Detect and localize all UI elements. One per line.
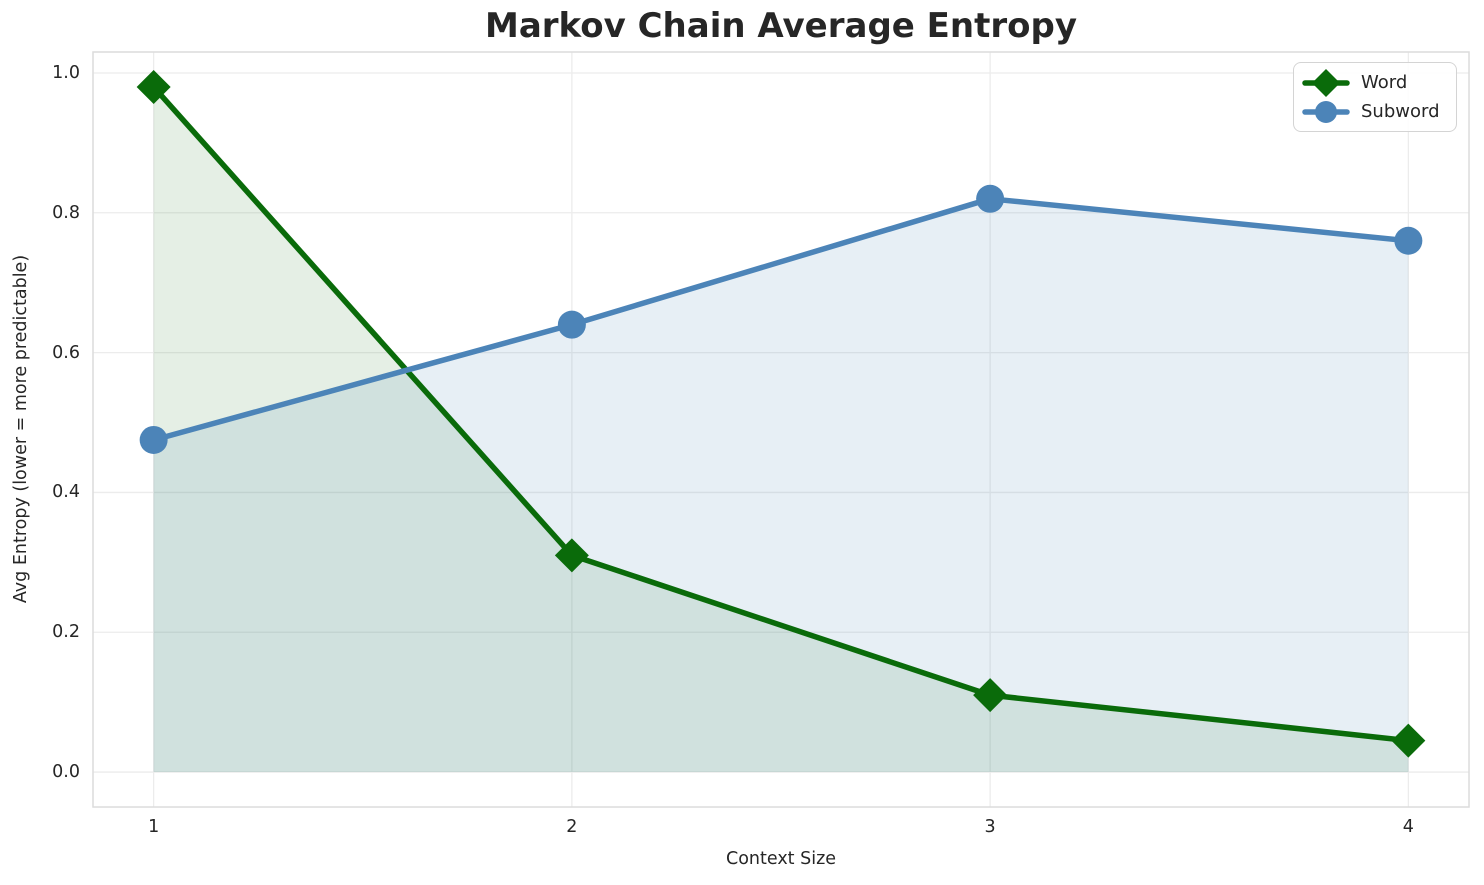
series-line-subword (150, 196, 1412, 443)
series-subword (139, 184, 1423, 454)
x-axis-label: Context Size (725, 849, 837, 869)
marker-word-0 (136, 69, 171, 104)
chart-title: Markov Chain Average Entropy (485, 6, 1077, 46)
y-tick-label: 0.8 (52, 202, 80, 223)
legend-marker-word (1312, 68, 1340, 97)
x-tick-label: 4 (1402, 817, 1414, 837)
legend: Word Subword (1293, 62, 1457, 132)
subword-legend-marker-icon (1302, 100, 1350, 123)
y-tick-label: 0.0 (52, 762, 80, 783)
area-fill-word (153, 86, 1409, 773)
x-tick-label: 1 (148, 817, 160, 837)
y-tick-label: 0.2 (52, 622, 80, 643)
legend-marker-subword (1315, 100, 1337, 123)
y-tick-label: 1.0 (52, 62, 80, 83)
legend-item-subword: Subword (1302, 97, 1446, 126)
y-tick-label: 0.6 (52, 342, 80, 363)
series-word (136, 69, 1426, 758)
marker-subword-3 (1394, 226, 1423, 255)
marker-word-3 (1391, 723, 1426, 758)
marker-word-1 (554, 538, 589, 573)
y-tick-label: 0.4 (52, 482, 80, 503)
marker-word-2 (973, 678, 1008, 713)
legend-item-word: Word (1302, 68, 1446, 97)
x-tick-label: 2 (566, 817, 578, 837)
marker-subword-0 (139, 425, 168, 454)
y-axis-label: Avg Entropy (lower = more predictable) (11, 254, 31, 604)
x-tick-label: 3 (984, 817, 996, 837)
area-fill-subword (153, 198, 1409, 773)
series-line-word (150, 84, 1412, 744)
legend-label-word: Word (1361, 72, 1408, 93)
marker-subword-1 (557, 310, 586, 339)
marker-subword-2 (976, 184, 1005, 213)
legend-label-subword: Subword (1361, 101, 1440, 122)
word-legend-marker-icon (1302, 68, 1350, 97)
plot-border (92, 51, 1470, 808)
